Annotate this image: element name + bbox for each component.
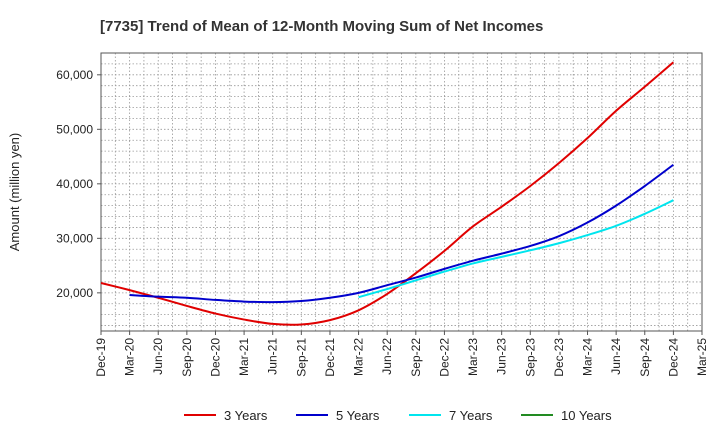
x-tick-label: Dec-24 [666,338,680,377]
legend-label: 7 Years [449,408,493,423]
x-axis: Dec-19 Mar-20 Jun-20 Sep-20 Dec-20 Mar-21 Jun-… [94,331,709,377]
plot-background [101,53,702,331]
x-tick-label: Mar-24 [581,338,595,376]
x-tick-label: Sep-23 [523,338,537,377]
y-tick-label: 60,000 [56,68,93,82]
x-tick-label: Dec-20 [208,338,222,377]
x-tick-label: Jun-22 [380,338,394,375]
x-tick-label: Sep-21 [294,338,308,377]
x-tick-label: Dec-23 [552,338,566,377]
series-lines [100,61,675,326]
x-tick-label: Mar-25 [695,338,709,376]
x-tick-label: Sep-24 [638,338,652,377]
y-tick-label: 20,000 [56,286,93,300]
x-tick-label: Jun-20 [151,338,165,375]
x-tick-label: Dec-22 [437,338,451,377]
y-tick-label: 40,000 [56,177,93,191]
x-tick-label: Mar-22 [352,338,366,376]
series-line-5-years [129,163,674,304]
x-tick-label: Dec-19 [94,338,108,377]
x-tick-label: Mar-23 [466,338,480,376]
x-tick-label: Jun-24 [609,338,623,375]
x-tick-label: Sep-22 [409,338,423,377]
series-line-3-years [100,61,675,326]
y-tick-label: 30,000 [56,231,93,245]
series-line-7-years [358,199,674,299]
x-tick-label: Mar-21 [237,338,251,376]
x-tick-label: Jun-23 [495,338,509,375]
x-tick-label: Jun-21 [266,338,280,375]
x-tick-label: Mar-20 [123,338,137,376]
x-tick-label: Sep-20 [180,338,194,377]
y-axis: 20,000 30,000 40,000 50,000 60,000 [56,68,101,300]
x-tick-label: Dec-21 [323,338,337,377]
chart-title: [7735] Trend of Mean of 12-Month Moving … [100,18,543,35]
plot-frame [100,52,703,332]
y-tick-label: 50,000 [56,122,93,136]
legend-label: 5 Years [336,408,380,423]
y-axis-title: Amount (million yen) [7,133,22,252]
legend: 3 Years 5 Years 7 Years 10 Years [184,408,612,423]
legend-label: 3 Years [224,408,268,423]
plot-area [101,53,702,331]
legend-label: 10 Years [561,408,612,423]
